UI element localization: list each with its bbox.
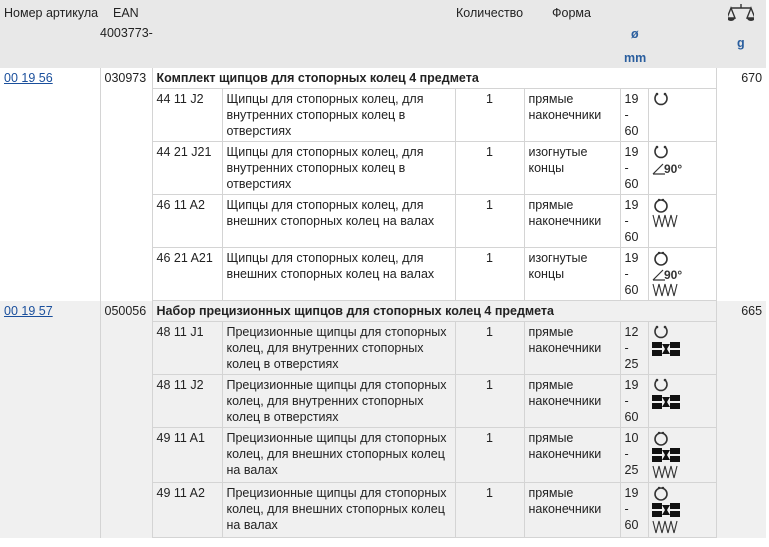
item-code: 44 21 J21 — [151, 141, 223, 195]
col-diameter-unit: mm — [624, 51, 647, 65]
item-description: Щипцы для стопорных колец, для внутренни… — [221, 88, 456, 142]
item-quantity: 1 — [454, 482, 525, 538]
item-quantity: 1 — [454, 321, 525, 375]
item-quantity: 1 — [454, 247, 525, 301]
item-range: 19 - 60 — [619, 88, 649, 142]
article-link[interactable]: 00 19 56 — [4, 71, 53, 85]
table-header: Номер артикула EAN 4003773- Количество Ф… — [0, 0, 766, 68]
item-range: 19 - 60 — [619, 194, 649, 248]
table-row: 46 21 A21 Щипцы для стопорных колец, для… — [0, 247, 766, 301]
table-row: 49 11 A1 Прецизионные щипцы для стопорны… — [0, 427, 766, 483]
svg-text:90°: 90° — [664, 268, 682, 282]
ean-prefix: 4003773- — [100, 26, 153, 40]
col-article: Номер артикула — [4, 6, 99, 20]
item-icons — [647, 194, 717, 248]
external-ring-icon — [651, 197, 714, 213]
weight: 665 — [716, 300, 767, 538]
shaft-icon — [651, 282, 714, 298]
table-row: 49 11 A2 Прецизионные щипцы для стопорны… — [0, 482, 766, 538]
precision-tip-icon — [651, 446, 714, 464]
table-row: 44 11 J2 Щипцы для стопорных колец, для … — [0, 88, 766, 142]
item-quantity: 1 — [454, 141, 525, 195]
item-description: Прецизионные щипцы для стопорных колец, … — [221, 482, 456, 538]
angle-90-icon: 90° — [651, 266, 714, 282]
col-form: Форма — [552, 6, 591, 20]
item-form: изогнутые концы — [523, 141, 621, 195]
item-quantity: 1 — [454, 374, 525, 428]
group-title-row: 00 19 56 030973 Комплект щипцов для стоп… — [0, 68, 766, 301]
shaft-icon — [651, 519, 714, 535]
item-range: 12 - 25 — [619, 321, 649, 375]
item-form: изогнутые концы — [523, 247, 621, 301]
item-quantity: 1 — [454, 427, 525, 483]
item-description: Щипцы для стопорных колец, для внешних с… — [221, 194, 456, 248]
item-form: прямые наконечники — [523, 427, 621, 483]
item-code: 44 11 J2 — [151, 88, 223, 142]
group-title-row: 00 19 57 050056 Набор прецизионных щипцо… — [0, 300, 767, 538]
internal-ring-icon — [651, 91, 714, 107]
item-icons — [647, 321, 717, 375]
col-ean: EAN — [113, 6, 139, 20]
item-description: Прецизионные щипцы для стопорных колец, … — [221, 374, 456, 428]
item-quantity: 1 — [454, 88, 525, 142]
item-form: прямые наконечники — [523, 194, 621, 248]
svg-text:90°: 90° — [664, 162, 682, 176]
item-quantity: 1 — [454, 194, 525, 248]
ean-code: 050056 — [99, 300, 153, 538]
item-icons: 90° — [647, 247, 717, 301]
item-icons — [647, 427, 717, 483]
item-form: прямые наконечники — [523, 321, 621, 375]
ean-code: 030973 — [99, 68, 153, 301]
item-code: 48 11 J2 — [151, 374, 223, 428]
internal-ring-icon — [651, 377, 714, 393]
item-range: 19 - 60 — [619, 247, 649, 301]
article-link[interactable]: 00 19 57 — [4, 303, 53, 318]
precision-tip-icon — [651, 501, 714, 519]
item-icons — [647, 482, 717, 538]
col-weight-unit: g — [737, 36, 745, 50]
item-description: Прецизионные щипцы для стопорных колец, … — [221, 321, 456, 375]
col-quantity: Количество — [456, 6, 524, 20]
item-code: 46 21 A21 — [151, 247, 223, 301]
angle-90-icon: 90° — [651, 160, 714, 176]
item-form: прямые наконечники — [523, 482, 621, 538]
shaft-icon — [651, 213, 714, 229]
internal-ring-icon — [651, 144, 714, 160]
external-ring-icon — [651, 485, 714, 501]
external-ring-icon — [651, 430, 714, 446]
external-ring-icon — [651, 250, 714, 266]
shaft-icon — [651, 464, 714, 480]
item-icons — [647, 88, 717, 142]
table-row: 48 11 J1 Прецизионные щипцы для стопорны… — [0, 321, 766, 375]
item-description: Прецизионные щипцы для стопорных колец, … — [221, 427, 456, 483]
item-range: 10 - 25 — [619, 427, 649, 483]
item-code: 49 11 A2 — [151, 482, 223, 538]
item-range: 19 - 60 — [619, 374, 649, 428]
item-form: прямые наконечники — [523, 374, 621, 428]
col-diameter: ø — [631, 27, 639, 41]
table-row: 44 21 J21 Щипцы для стопорных колец, для… — [0, 141, 766, 195]
item-icons — [647, 374, 717, 428]
item-description: Щипцы для стопорных колец, для внутренни… — [221, 141, 456, 195]
internal-ring-icon — [651, 324, 714, 340]
item-form: прямые наконечники — [523, 88, 621, 142]
item-code: 46 11 A2 — [151, 194, 223, 248]
group-title: Набор прецизионных щипцов для стопорных … — [151, 300, 717, 322]
precision-tip-icon — [651, 340, 714, 358]
item-code: 48 11 J1 — [151, 321, 223, 375]
precision-tip-icon — [651, 393, 714, 411]
item-range: 19 - 60 — [619, 482, 649, 538]
weight: 670 — [741, 71, 763, 85]
item-code: 49 11 A1 — [151, 427, 223, 483]
group-title: Комплект щипцов для стопорных колец 4 пр… — [151, 68, 717, 89]
product-table: 00 19 56 030973 Комплект щипцов для стоп… — [0, 68, 767, 538]
item-description: Щипцы для стопорных колец, для внешних с… — [221, 247, 456, 301]
item-icons: 90° — [647, 141, 717, 195]
item-range: 19 - 60 — [619, 141, 649, 195]
scales-icon — [725, 4, 757, 27]
